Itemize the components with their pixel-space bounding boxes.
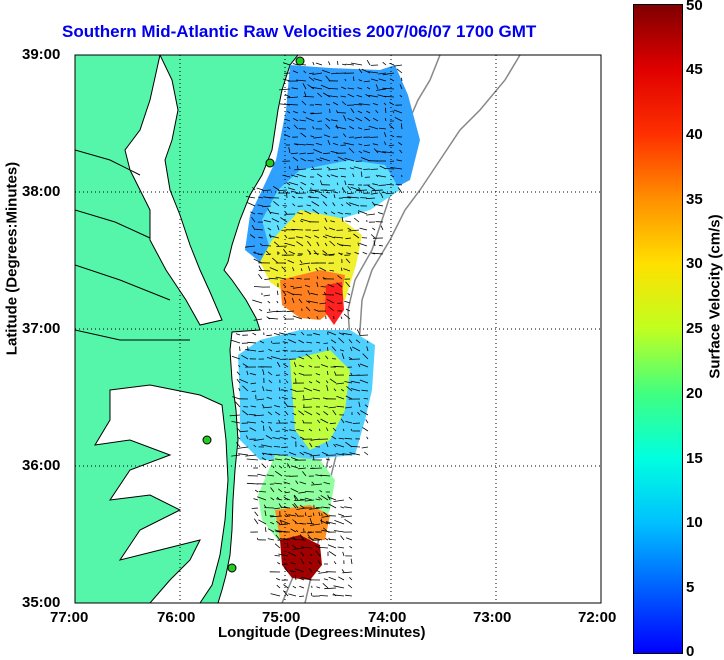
colorbar-tick: 5: [686, 579, 694, 596]
colorbar-tick: 25: [686, 320, 703, 337]
velocity-vector: [324, 343, 328, 344]
colorbar-tick: 45: [686, 61, 703, 78]
velocity-vector: [308, 516, 312, 517]
x-tick-label: 76:00: [157, 609, 195, 626]
x-tick-label: 75:00: [262, 609, 300, 626]
y-tick-label: 37:00: [22, 320, 60, 337]
velocity-vector: [311, 468, 322, 469]
colorbar-tick: 35: [686, 191, 703, 208]
velocity-vector: [386, 169, 395, 170]
velocity-vector: [252, 508, 258, 509]
station-marker: [203, 436, 211, 444]
velocity-vector: [287, 192, 288, 198]
colorbar-tick: 50: [686, 0, 703, 14]
velocity-vector: [240, 347, 241, 352]
velocity-vector: [370, 169, 378, 170]
velocity-vector: [304, 395, 305, 399]
velocity-vector: [276, 246, 287, 247]
velocity-vector: [360, 335, 368, 336]
station-marker: [228, 564, 236, 572]
velocity-vector: [254, 287, 262, 288]
velocity-vector: [356, 161, 362, 162]
colorbar-label: Surface Velocity (cm/s): [707, 182, 724, 412]
x-tick-label: 73:00: [473, 609, 511, 626]
velocity-vector: [353, 423, 360, 424]
colorbar-tick: 0: [686, 643, 694, 660]
colorbar-tick: 30: [686, 255, 703, 272]
velocity-vector: [337, 113, 346, 114]
velocity-vector: [280, 397, 281, 399]
velocity-vector: [368, 341, 369, 343]
velocity-vector: [249, 415, 256, 416]
station-marker: [266, 159, 274, 167]
velocity-vector: [348, 185, 354, 186]
velocity-vector: [252, 391, 256, 392]
y-tick-label: 39:00: [22, 46, 60, 63]
velocity-vector: [305, 492, 314, 493]
velocity-vector: [264, 279, 270, 280]
velocity-vector: [320, 596, 328, 597]
station-marker: [296, 57, 304, 65]
y-tick-label: 36:00: [22, 457, 60, 474]
velocity-vector: [266, 254, 271, 255]
velocity-vector: [275, 556, 280, 557]
y-tick-label: 35:00: [22, 594, 60, 611]
colorbar-tick: 40: [686, 126, 703, 143]
velocity-vector: [363, 169, 370, 170]
x-tick-label: 74:00: [368, 609, 406, 626]
velocity-vector: [321, 287, 326, 288]
velocity-vector: [290, 166, 291, 169]
x-tick-label: 72:00: [578, 609, 616, 626]
colorbar-tick: 15: [686, 450, 703, 467]
colorbar: [633, 4, 683, 654]
velocity-vector: [274, 447, 280, 448]
y-tick-label: 38:00: [22, 183, 60, 200]
colorbar-tick: 20: [686, 385, 703, 402]
x-tick-label: 77:00: [50, 609, 88, 626]
velocity-vector: [379, 185, 387, 186]
velocity-vector: [311, 169, 322, 170]
colorbar-tick: 10: [686, 514, 703, 531]
